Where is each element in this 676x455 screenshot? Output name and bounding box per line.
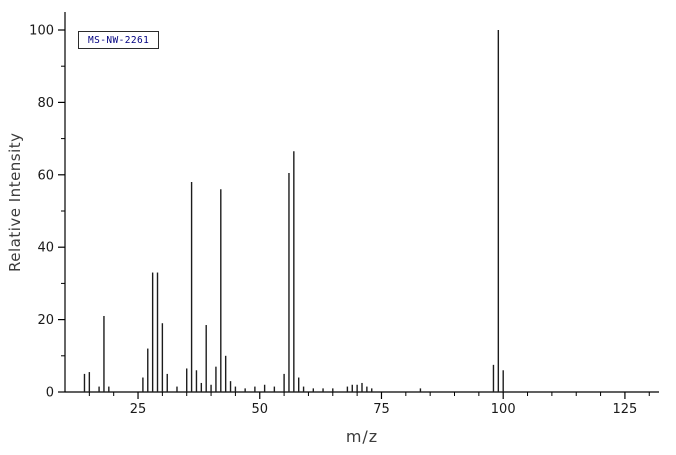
x-tick-label: 125 <box>613 402 638 417</box>
y-tick-label: 60 <box>37 168 54 183</box>
y-tick-label: 80 <box>37 96 54 111</box>
x-tick-label: 50 <box>251 402 268 417</box>
x-axis-title: m/z <box>345 427 379 446</box>
y-tick-label: 0 <box>46 386 54 401</box>
y-axis-title: Relative Intensity <box>6 132 24 272</box>
spectrum-id-label: MS-NW-2261 <box>78 31 160 49</box>
x-tick-label: 100 <box>491 402 516 417</box>
y-tick-label: 100 <box>29 24 54 39</box>
y-tick-label: 20 <box>37 313 54 328</box>
x-tick-label: 75 <box>373 402 390 417</box>
x-tick-label: 25 <box>130 402 147 417</box>
y-tick-label: 40 <box>37 241 54 256</box>
